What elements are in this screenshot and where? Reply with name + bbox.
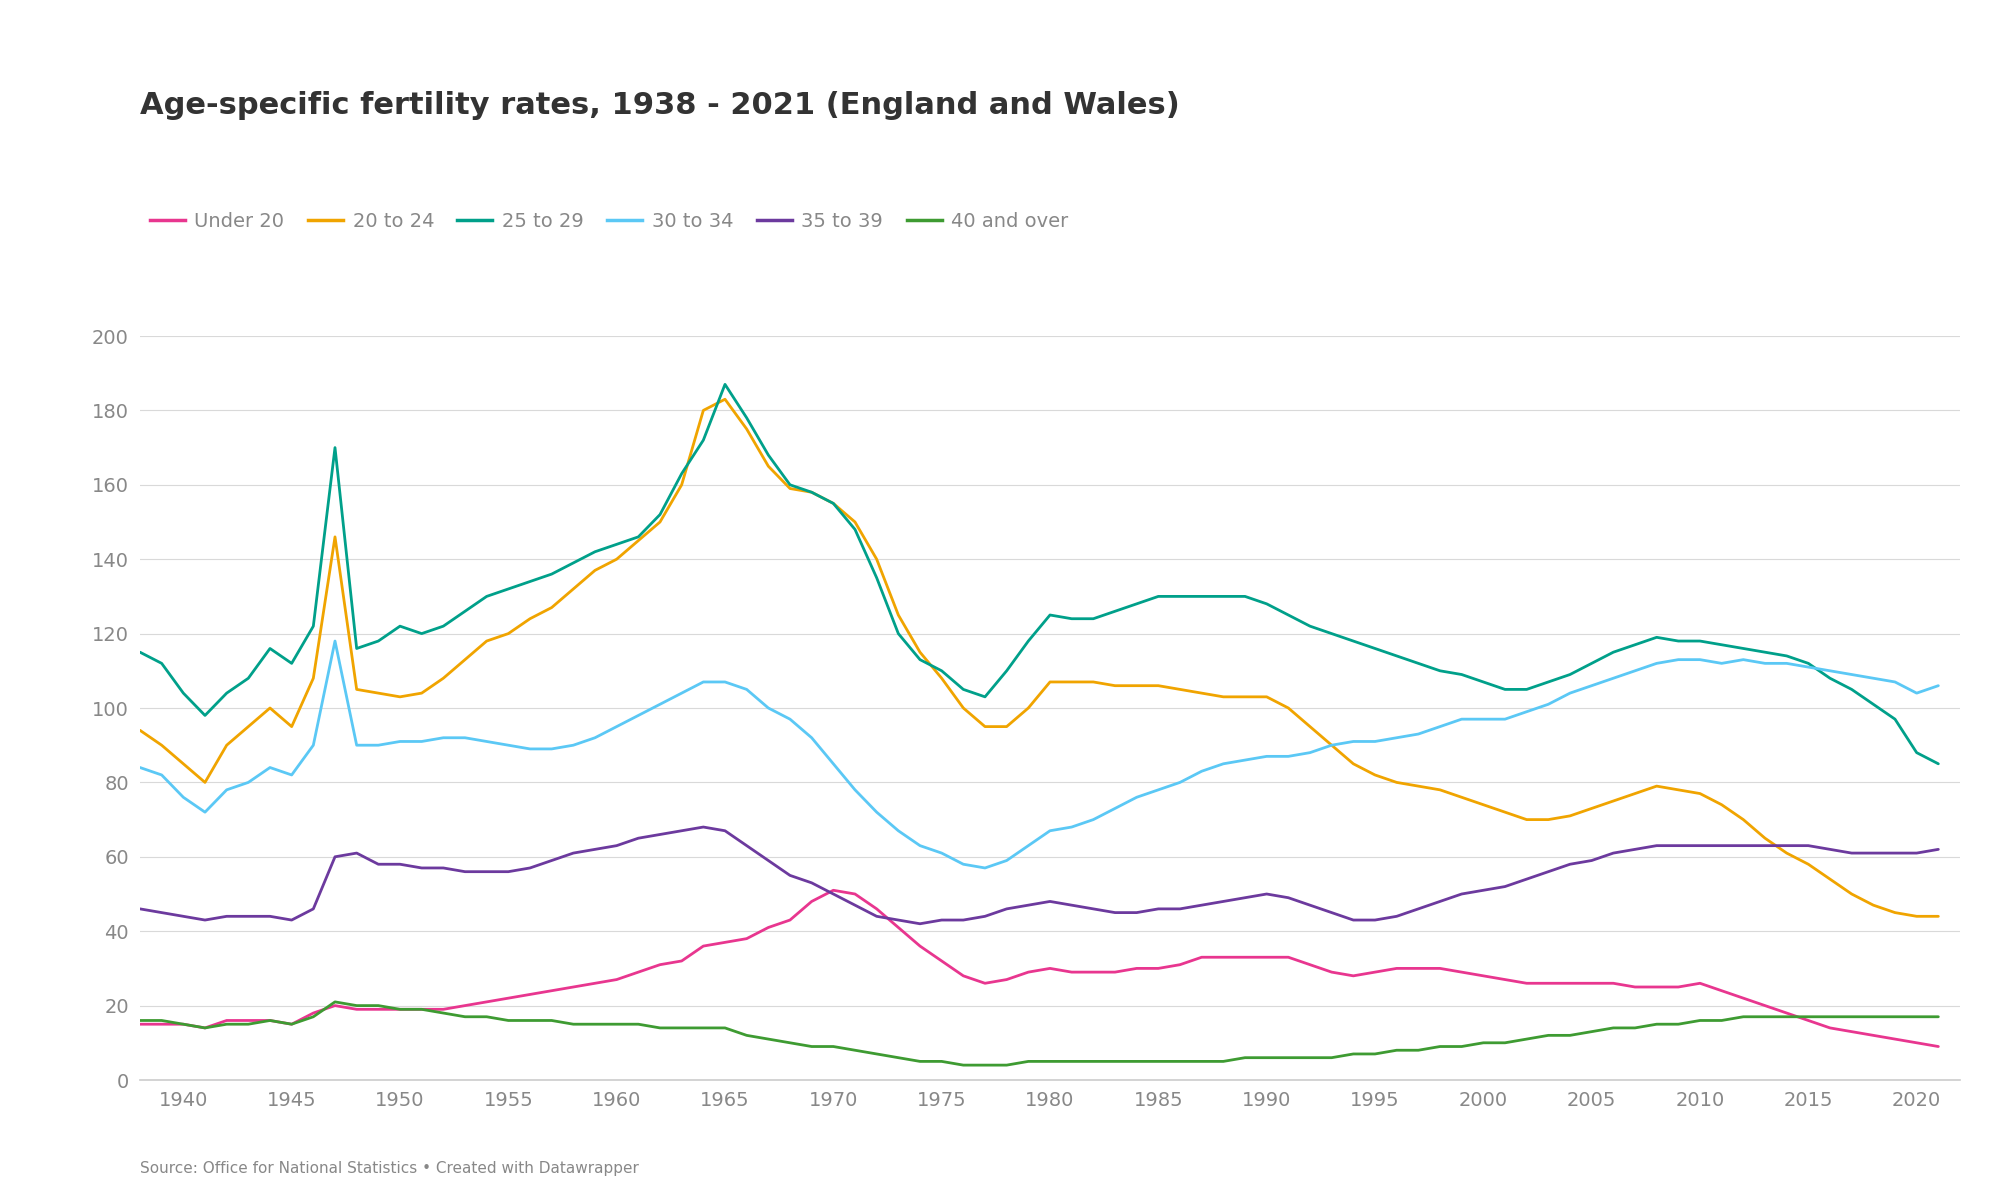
35 to 39 bbox=[1536, 864, 1560, 878]
Line: Under 20: Under 20 bbox=[140, 890, 1938, 1046]
Under 20 bbox=[1926, 1039, 1950, 1054]
30 to 34 bbox=[1536, 697, 1560, 712]
Line: 30 to 34: 30 to 34 bbox=[140, 641, 1938, 868]
35 to 39 bbox=[1060, 898, 1084, 912]
20 to 24 bbox=[1904, 910, 1928, 924]
20 to 24 bbox=[150, 738, 174, 752]
35 to 39 bbox=[692, 820, 716, 834]
20 to 24 bbox=[1926, 910, 1950, 924]
35 to 39 bbox=[1624, 842, 1648, 857]
20 to 24 bbox=[712, 392, 736, 407]
Legend: Under 20, 20 to 24, 25 to 29, 30 to 34, 35 to 39, 40 and over: Under 20, 20 to 24, 25 to 29, 30 to 34, … bbox=[150, 212, 1068, 230]
40 and over bbox=[1536, 1028, 1560, 1043]
Under 20 bbox=[822, 883, 846, 898]
40 and over bbox=[324, 995, 348, 1009]
40 and over bbox=[150, 1013, 174, 1027]
35 to 39 bbox=[908, 917, 932, 931]
30 to 34 bbox=[952, 857, 976, 871]
20 to 24 bbox=[1602, 794, 1626, 809]
40 and over bbox=[128, 1013, 152, 1027]
40 and over bbox=[972, 1058, 996, 1073]
20 to 24 bbox=[128, 724, 152, 738]
25 to 29 bbox=[128, 646, 152, 660]
20 to 24 bbox=[236, 719, 260, 733]
20 to 24 bbox=[1514, 812, 1538, 827]
Line: 25 to 29: 25 to 29 bbox=[140, 384, 1938, 764]
25 to 29 bbox=[952, 682, 976, 696]
35 to 39 bbox=[1926, 842, 1950, 857]
Text: Source: Office for National Statistics • Created with Datawrapper: Source: Office for National Statistics •… bbox=[140, 1162, 638, 1176]
Under 20 bbox=[236, 1013, 260, 1027]
30 to 34 bbox=[1060, 820, 1084, 834]
40 and over bbox=[1624, 1021, 1648, 1036]
Under 20 bbox=[1514, 976, 1538, 990]
30 to 34 bbox=[1624, 664, 1648, 678]
40 and over bbox=[952, 1058, 976, 1073]
40 and over bbox=[1060, 1054, 1084, 1068]
25 to 29 bbox=[1514, 682, 1538, 696]
Under 20 bbox=[1602, 976, 1626, 990]
35 to 39 bbox=[236, 910, 260, 924]
35 to 39 bbox=[128, 901, 152, 916]
30 to 34 bbox=[324, 634, 348, 648]
Text: Age-specific fertility rates, 1938 - 2021 (England and Wales): Age-specific fertility rates, 1938 - 202… bbox=[140, 91, 1180, 120]
Under 20 bbox=[128, 1016, 152, 1031]
30 to 34 bbox=[236, 775, 260, 790]
30 to 34 bbox=[1926, 678, 1950, 692]
40 and over bbox=[1926, 1009, 1950, 1024]
35 to 39 bbox=[972, 910, 996, 924]
Under 20 bbox=[952, 968, 976, 983]
30 to 34 bbox=[150, 768, 174, 782]
25 to 29 bbox=[712, 377, 736, 391]
25 to 29 bbox=[150, 656, 174, 671]
30 to 34 bbox=[972, 860, 996, 875]
25 to 29 bbox=[1602, 646, 1626, 660]
25 to 29 bbox=[236, 671, 260, 685]
Under 20 bbox=[150, 1016, 174, 1031]
20 to 24 bbox=[952, 701, 976, 715]
40 and over bbox=[236, 1016, 260, 1031]
30 to 34 bbox=[128, 761, 152, 775]
20 to 24 bbox=[1038, 674, 1062, 689]
35 to 39 bbox=[150, 905, 174, 919]
Line: 20 to 24: 20 to 24 bbox=[140, 400, 1938, 917]
Line: 40 and over: 40 and over bbox=[140, 1002, 1938, 1066]
25 to 29 bbox=[1926, 757, 1950, 772]
25 to 29 bbox=[1038, 607, 1062, 622]
Line: 35 to 39: 35 to 39 bbox=[140, 827, 1938, 924]
Under 20 bbox=[1038, 961, 1062, 976]
